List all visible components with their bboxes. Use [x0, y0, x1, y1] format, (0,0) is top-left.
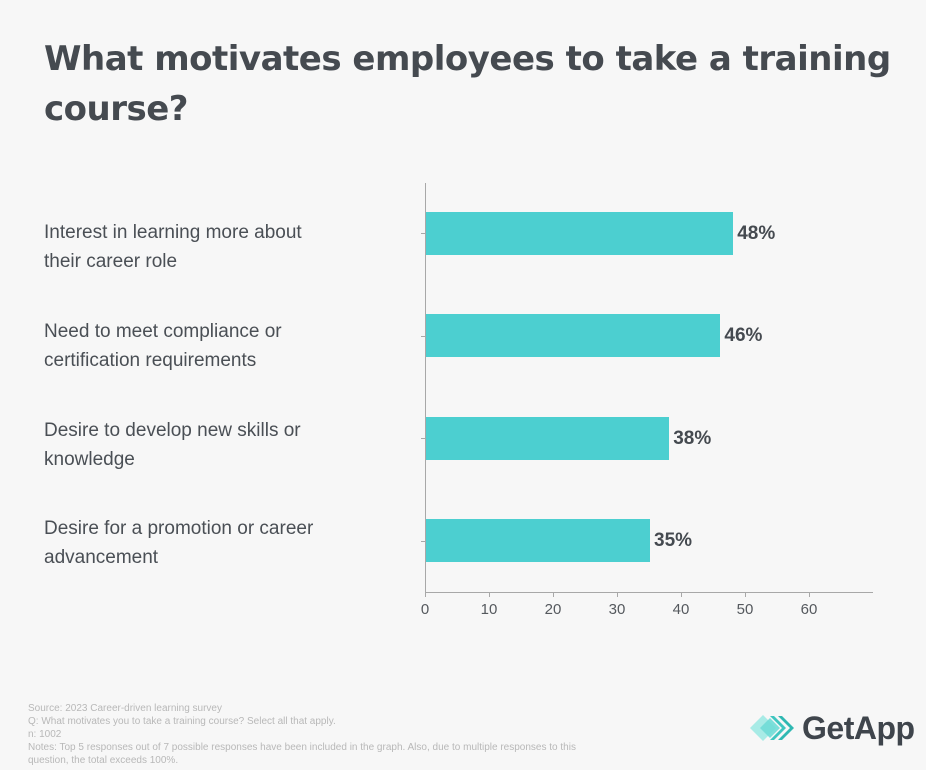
category-label-line: knowledge — [44, 449, 135, 470]
bar — [426, 314, 721, 357]
category-label-line: Desire for a promotion or career — [44, 518, 314, 539]
category-label-line: advancement — [44, 547, 159, 568]
bar — [426, 212, 734, 255]
source-text: Source: 2023 Career-driven learning surv… — [28, 703, 222, 714]
x-tick-label: 30 — [608, 601, 626, 618]
bar-value-label: 46% — [724, 325, 763, 346]
x-tick — [425, 592, 426, 597]
category-label-line: their career role — [44, 251, 178, 272]
getapp-logo: GetApp — [750, 708, 915, 748]
bar — [426, 519, 650, 562]
bar — [426, 417, 670, 460]
sample-size-text: n: 1002 — [28, 729, 62, 740]
question-text: Q: What motivates you to take a training… — [28, 716, 336, 727]
y-tick — [421, 541, 425, 542]
x-tick — [745, 592, 746, 597]
brand-name: GetApp — [802, 709, 915, 746]
y-tick — [421, 438, 425, 439]
x-tick-label: 0 — [420, 601, 430, 618]
x-axis — [425, 592, 873, 593]
x-tick — [809, 592, 810, 597]
category-label-line: Desire to develop new skills or — [44, 420, 301, 441]
x-tick-label: 20 — [544, 601, 562, 618]
category-label: Need to meet compliance or certification… — [44, 317, 384, 375]
category-label: Interest in learning more about their ca… — [44, 218, 384, 276]
category-label: Desire for a promotion or career advance… — [44, 514, 384, 572]
x-tick — [553, 592, 554, 597]
notes-text: Notes: Top 5 responses out of 7 possible… — [28, 742, 576, 753]
category-label-line: certification requirements — [44, 350, 257, 371]
bar-value-label: 38% — [673, 428, 712, 449]
category-label-line: Need to meet compliance or — [44, 321, 282, 342]
y-tick — [421, 233, 425, 234]
chart-title: What motivates employees to take a train… — [44, 39, 891, 129]
x-tick-label: 60 — [800, 601, 818, 618]
y-tick — [421, 336, 425, 337]
x-tick — [617, 592, 618, 597]
x-tick-label: 40 — [672, 601, 690, 618]
footer-notes: Source: 2023 Career-driven learning surv… — [28, 702, 728, 767]
x-tick-label: 10 — [480, 601, 498, 618]
y-axis — [425, 183, 426, 592]
x-tick — [489, 592, 490, 597]
x-tick-label: 50 — [736, 601, 754, 618]
notes-text: question, the total exceeds 100%. — [28, 755, 179, 766]
chevron-diamond-logo-icon — [750, 715, 794, 741]
bar-value-label: 35% — [654, 530, 693, 551]
x-tick — [681, 592, 682, 597]
bar-value-label: 48% — [737, 223, 776, 244]
category-label-line: Interest in learning more about — [44, 222, 302, 243]
category-label: Desire to develop new skills or knowledg… — [44, 416, 384, 474]
